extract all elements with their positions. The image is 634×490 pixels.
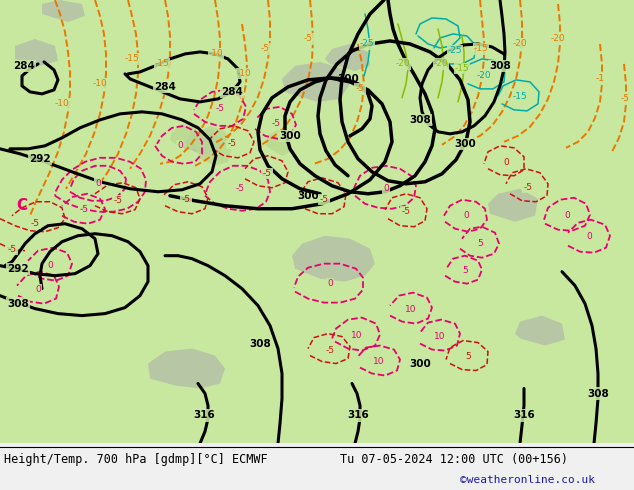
Text: -5: -5 [262, 169, 271, 178]
Text: -5: -5 [621, 95, 630, 103]
Text: -25: -25 [359, 40, 374, 49]
Text: -5: -5 [271, 120, 280, 128]
Text: 300: 300 [297, 191, 319, 201]
Polygon shape [0, 0, 634, 443]
Polygon shape [170, 124, 198, 151]
Polygon shape [515, 316, 565, 345]
Text: 284: 284 [13, 61, 35, 71]
Polygon shape [195, 126, 232, 166]
Text: 284: 284 [154, 82, 176, 92]
Text: -15: -15 [125, 54, 139, 63]
Text: -5: -5 [401, 207, 410, 216]
Text: 0: 0 [327, 279, 333, 288]
Text: -20: -20 [513, 40, 527, 49]
Text: -20: -20 [396, 59, 410, 69]
Text: 5: 5 [462, 266, 468, 275]
Polygon shape [292, 236, 375, 282]
Text: -5: -5 [228, 139, 236, 148]
Text: 0: 0 [47, 261, 53, 270]
Text: -5: -5 [356, 84, 365, 94]
Text: -5: -5 [320, 195, 328, 204]
Text: -5: -5 [79, 205, 89, 214]
Polygon shape [325, 44, 370, 71]
Text: 308: 308 [489, 61, 511, 71]
Text: 10: 10 [373, 357, 385, 366]
Polygon shape [185, 129, 222, 156]
Text: 316: 316 [193, 411, 215, 420]
Text: -15: -15 [455, 64, 469, 74]
Text: 5: 5 [465, 352, 471, 361]
Text: -10: -10 [93, 79, 107, 88]
Text: -20: -20 [477, 72, 491, 80]
Text: -5: -5 [304, 34, 313, 44]
Text: 300: 300 [454, 139, 476, 149]
Text: -5: -5 [524, 183, 533, 192]
Text: 300: 300 [279, 131, 301, 141]
Text: Tu 07-05-2024 12:00 UTC (00+156): Tu 07-05-2024 12:00 UTC (00+156) [340, 453, 568, 466]
Text: -20: -20 [434, 59, 448, 69]
Text: 284: 284 [221, 87, 243, 97]
Polygon shape [488, 189, 538, 221]
Text: -20: -20 [551, 34, 566, 44]
Text: -15: -15 [155, 59, 169, 69]
Text: 308: 308 [587, 389, 609, 398]
Text: -1: -1 [595, 74, 604, 83]
Text: ©weatheronline.co.uk: ©weatheronline.co.uk [460, 475, 595, 485]
Text: -5: -5 [30, 219, 39, 228]
Text: 300: 300 [409, 359, 431, 368]
Polygon shape [265, 130, 292, 156]
Text: C: C [16, 198, 27, 213]
Text: 308: 308 [409, 115, 431, 125]
Text: 0: 0 [564, 211, 570, 220]
Text: 0: 0 [95, 179, 101, 188]
Text: 0: 0 [177, 141, 183, 150]
Text: 308: 308 [7, 298, 29, 309]
Polygon shape [15, 39, 58, 66]
Text: -10: -10 [236, 70, 251, 78]
Polygon shape [148, 348, 225, 389]
Text: 292: 292 [7, 264, 29, 274]
Text: 300: 300 [337, 74, 359, 84]
Text: 0: 0 [586, 232, 592, 241]
Text: -5: -5 [261, 45, 269, 53]
Text: -10: -10 [209, 49, 223, 58]
Text: 0: 0 [463, 211, 469, 220]
Text: 316: 316 [513, 411, 535, 420]
Text: -5: -5 [235, 184, 245, 193]
Text: -5: -5 [113, 196, 122, 205]
Text: -15: -15 [474, 45, 488, 53]
Text: 10: 10 [351, 331, 363, 340]
Text: -15: -15 [513, 93, 527, 101]
Polygon shape [282, 62, 350, 102]
Text: 0: 0 [383, 184, 389, 193]
Text: 316: 316 [347, 411, 369, 420]
Text: -5: -5 [216, 104, 224, 113]
Text: 292: 292 [29, 154, 51, 164]
Text: -10: -10 [55, 99, 69, 108]
Text: 0: 0 [503, 158, 509, 167]
Text: 308: 308 [249, 339, 271, 348]
Text: -5: -5 [325, 346, 335, 355]
Text: -25: -25 [448, 47, 462, 55]
Text: -5: -5 [8, 245, 16, 254]
Text: 10: 10 [434, 332, 446, 341]
Text: 5: 5 [477, 239, 483, 248]
Text: 0: 0 [35, 285, 41, 294]
Text: 10: 10 [405, 305, 417, 314]
Text: -5: -5 [181, 195, 190, 204]
Polygon shape [42, 0, 85, 22]
Text: Height/Temp. 700 hPa [gdmp][°C] ECMWF: Height/Temp. 700 hPa [gdmp][°C] ECMWF [4, 453, 268, 466]
